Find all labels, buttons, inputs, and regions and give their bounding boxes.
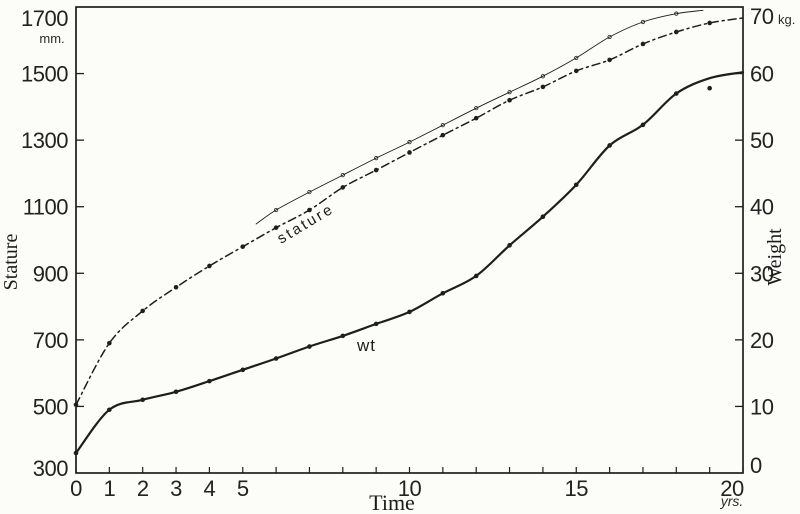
- right-tick-label: 40: [750, 195, 774, 220]
- left-axis-unit: mm.: [39, 31, 64, 46]
- stature-smooth-point: [440, 123, 445, 128]
- weight-curve: [74, 71, 745, 455]
- weight-point: [307, 344, 312, 349]
- weight-point: [373, 321, 379, 327]
- wt-curve-label: wt: [356, 336, 376, 355]
- stature-point: [340, 185, 346, 190]
- stature-smooth-point: [674, 11, 679, 16]
- right-tick-label: 50: [750, 128, 774, 153]
- left-axis-tick-labels: 1700 1500 1300 1100 900 700 500 300: [21, 6, 69, 481]
- weight-point: [240, 367, 246, 373]
- stature-point: [640, 41, 646, 47]
- weight-point: [674, 91, 679, 96]
- stature-smooth-point: [607, 34, 612, 40]
- weight-point: [407, 309, 412, 315]
- stature-smooth-point: [307, 189, 312, 195]
- stature-point: [207, 263, 212, 269]
- weight-point: [507, 243, 512, 248]
- stature-curve: [75, 17, 744, 406]
- x-axis-ticks: [75, 467, 744, 473]
- x-axis-unit: yrs.: [720, 493, 744, 509]
- x-tick-label: 10: [398, 476, 422, 501]
- stature-point: [73, 402, 79, 408]
- stature-point: [240, 244, 246, 249]
- left-axis-ticks: [76, 72, 84, 408]
- stature-point: [307, 207, 312, 213]
- left-axis-title: Stature: [0, 234, 22, 291]
- x-tick-label: 4: [204, 476, 216, 501]
- stature-point: [407, 150, 412, 155]
- left-tick-label: 1700: [21, 6, 68, 31]
- stature-smooth-point: [407, 140, 412, 145]
- stature-point: [140, 308, 145, 314]
- x-tick-label: 5: [237, 476, 249, 501]
- right-tick-label: 70: [750, 4, 774, 29]
- weight-point: [440, 290, 446, 296]
- stature-smooth-point: [507, 90, 512, 95]
- stature-smooth-curve: [255, 9, 704, 225]
- left-tick-label: 900: [33, 261, 68, 286]
- stature-smooth-point: [340, 172, 345, 178]
- stature-point: [674, 29, 679, 35]
- plot-frame: [75, 6, 744, 474]
- left-tick-label: 700: [33, 328, 68, 353]
- left-tick-label: 1300: [21, 128, 68, 153]
- weight-point: [573, 182, 579, 188]
- x-tick-label: 20: [720, 476, 744, 501]
- weight-point: [273, 356, 279, 361]
- x-axis-tick-labels: 0 1 2 3 4 5 10 15 20: [70, 476, 744, 501]
- stature-point: [107, 340, 112, 346]
- right-axis-ticks: [735, 72, 743, 408]
- x-tick-label: 3: [170, 476, 182, 501]
- stature-smooth-point: [540, 74, 546, 79]
- right-tick-label: 20: [750, 328, 774, 353]
- weight-point: [173, 389, 179, 395]
- weight-point: [340, 333, 346, 339]
- stature-smooth-point: [273, 207, 279, 213]
- weight-point: [540, 214, 546, 219]
- x-tick-label: 1: [103, 476, 115, 501]
- x-tick-label: 15: [565, 476, 589, 501]
- weight-point: [640, 122, 646, 128]
- left-tick-label: 1500: [21, 62, 68, 87]
- right-tick-label: 30: [750, 261, 774, 286]
- stature-point: [440, 132, 446, 138]
- left-tick-label: 500: [33, 394, 68, 419]
- x-tick-label: 0: [70, 476, 82, 501]
- right-axis-tick-labels: 70 60 50 40 30 20 10 0: [750, 4, 774, 478]
- weight-point: [107, 407, 112, 413]
- right-tick-label: 60: [750, 62, 774, 87]
- weight-point: [140, 397, 145, 403]
- left-tick-label: 1100: [23, 195, 69, 220]
- x-tick-label: 2: [137, 476, 149, 501]
- weight-point: [473, 273, 479, 279]
- stature-smooth-point: [474, 106, 479, 111]
- stature-point: [373, 167, 379, 173]
- stature-smooth-point: [574, 55, 579, 61]
- right-tick-label: 10: [750, 394, 774, 419]
- stature-point: [707, 20, 712, 26]
- stature-smooth-point: [640, 19, 646, 25]
- right-tick-label: 0: [750, 453, 762, 478]
- stature-point: [573, 68, 579, 74]
- weight-point: [607, 143, 612, 148]
- stature-point: [273, 225, 279, 230]
- right-axis-unit: kg.: [778, 12, 795, 27]
- stature-point: [540, 84, 546, 90]
- weight-point: [207, 378, 212, 384]
- stature-point: [607, 57, 612, 63]
- stature-point: [473, 115, 479, 121]
- stature-smooth-point: [374, 156, 379, 161]
- stature-point: [507, 97, 512, 103]
- weight-outlier-point: [707, 85, 712, 91]
- x-axis-title: Time: [369, 490, 415, 514]
- right-axis-title: Weight: [764, 228, 786, 286]
- data-curves: [73, 9, 745, 456]
- stature-point: [173, 284, 179, 290]
- weight-point: [73, 450, 79, 456]
- left-tick-label: 300: [33, 456, 68, 481]
